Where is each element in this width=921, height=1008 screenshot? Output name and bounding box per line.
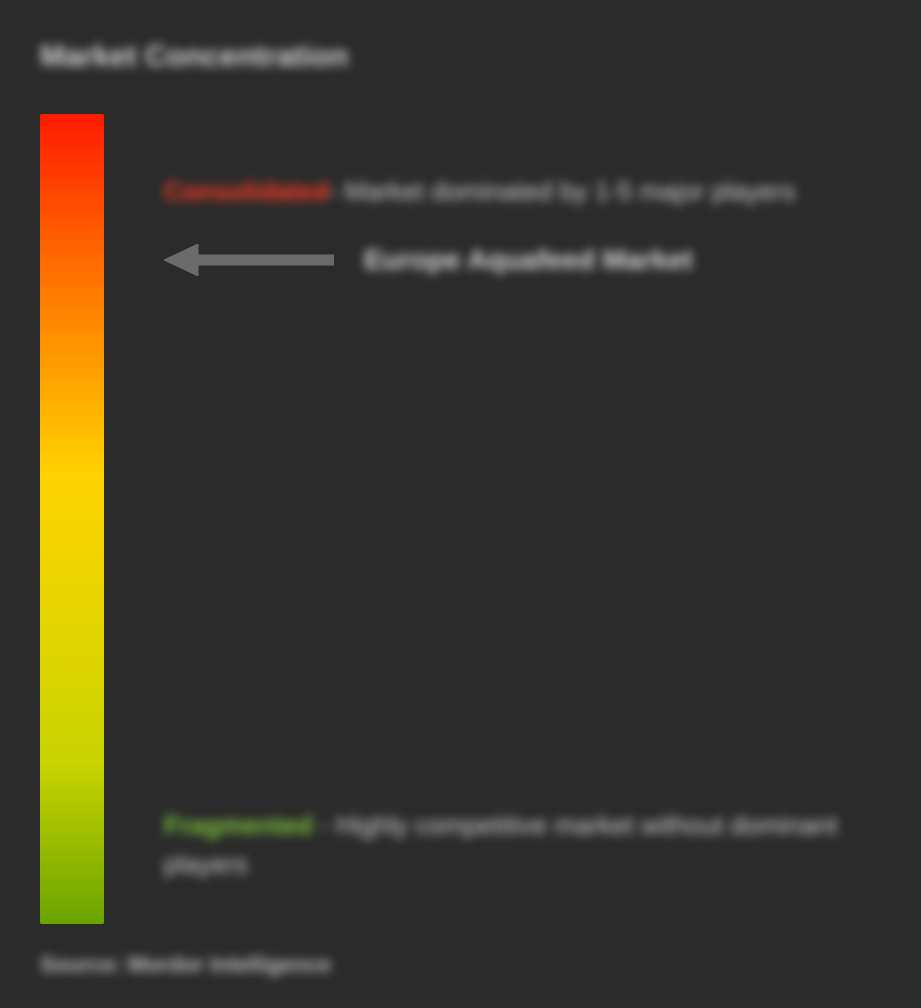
concentration-gradient-bar xyxy=(40,114,104,924)
arrow-shape xyxy=(164,244,334,276)
fragmented-label: Fragmented - Highly competitive market w… xyxy=(164,806,871,884)
fragmented-lead: Fragmented xyxy=(164,810,313,840)
gradient-bar-wrap xyxy=(40,114,104,924)
market-name: Europe Aquafeed Market xyxy=(364,244,693,276)
market-marker-row: Europe Aquafeed Market xyxy=(164,244,871,276)
consolidated-label: Consolidated- Market dominated by 1-5 ma… xyxy=(164,174,871,209)
chart-title: Market Concentration xyxy=(40,40,881,74)
arrow-left-icon xyxy=(164,244,334,276)
labels-column: Consolidated- Market dominated by 1-5 ma… xyxy=(164,114,881,924)
chart-body: Consolidated- Market dominated by 1-5 ma… xyxy=(40,114,881,924)
source-attribution: Source: Mordor Intelligence xyxy=(40,952,331,978)
market-concentration-card: Market Concentration Consolidated- Marke… xyxy=(0,0,921,1008)
consolidated-rest: - Market dominated by 1-5 major players xyxy=(329,176,796,206)
consolidated-lead: Consolidated xyxy=(164,176,329,206)
